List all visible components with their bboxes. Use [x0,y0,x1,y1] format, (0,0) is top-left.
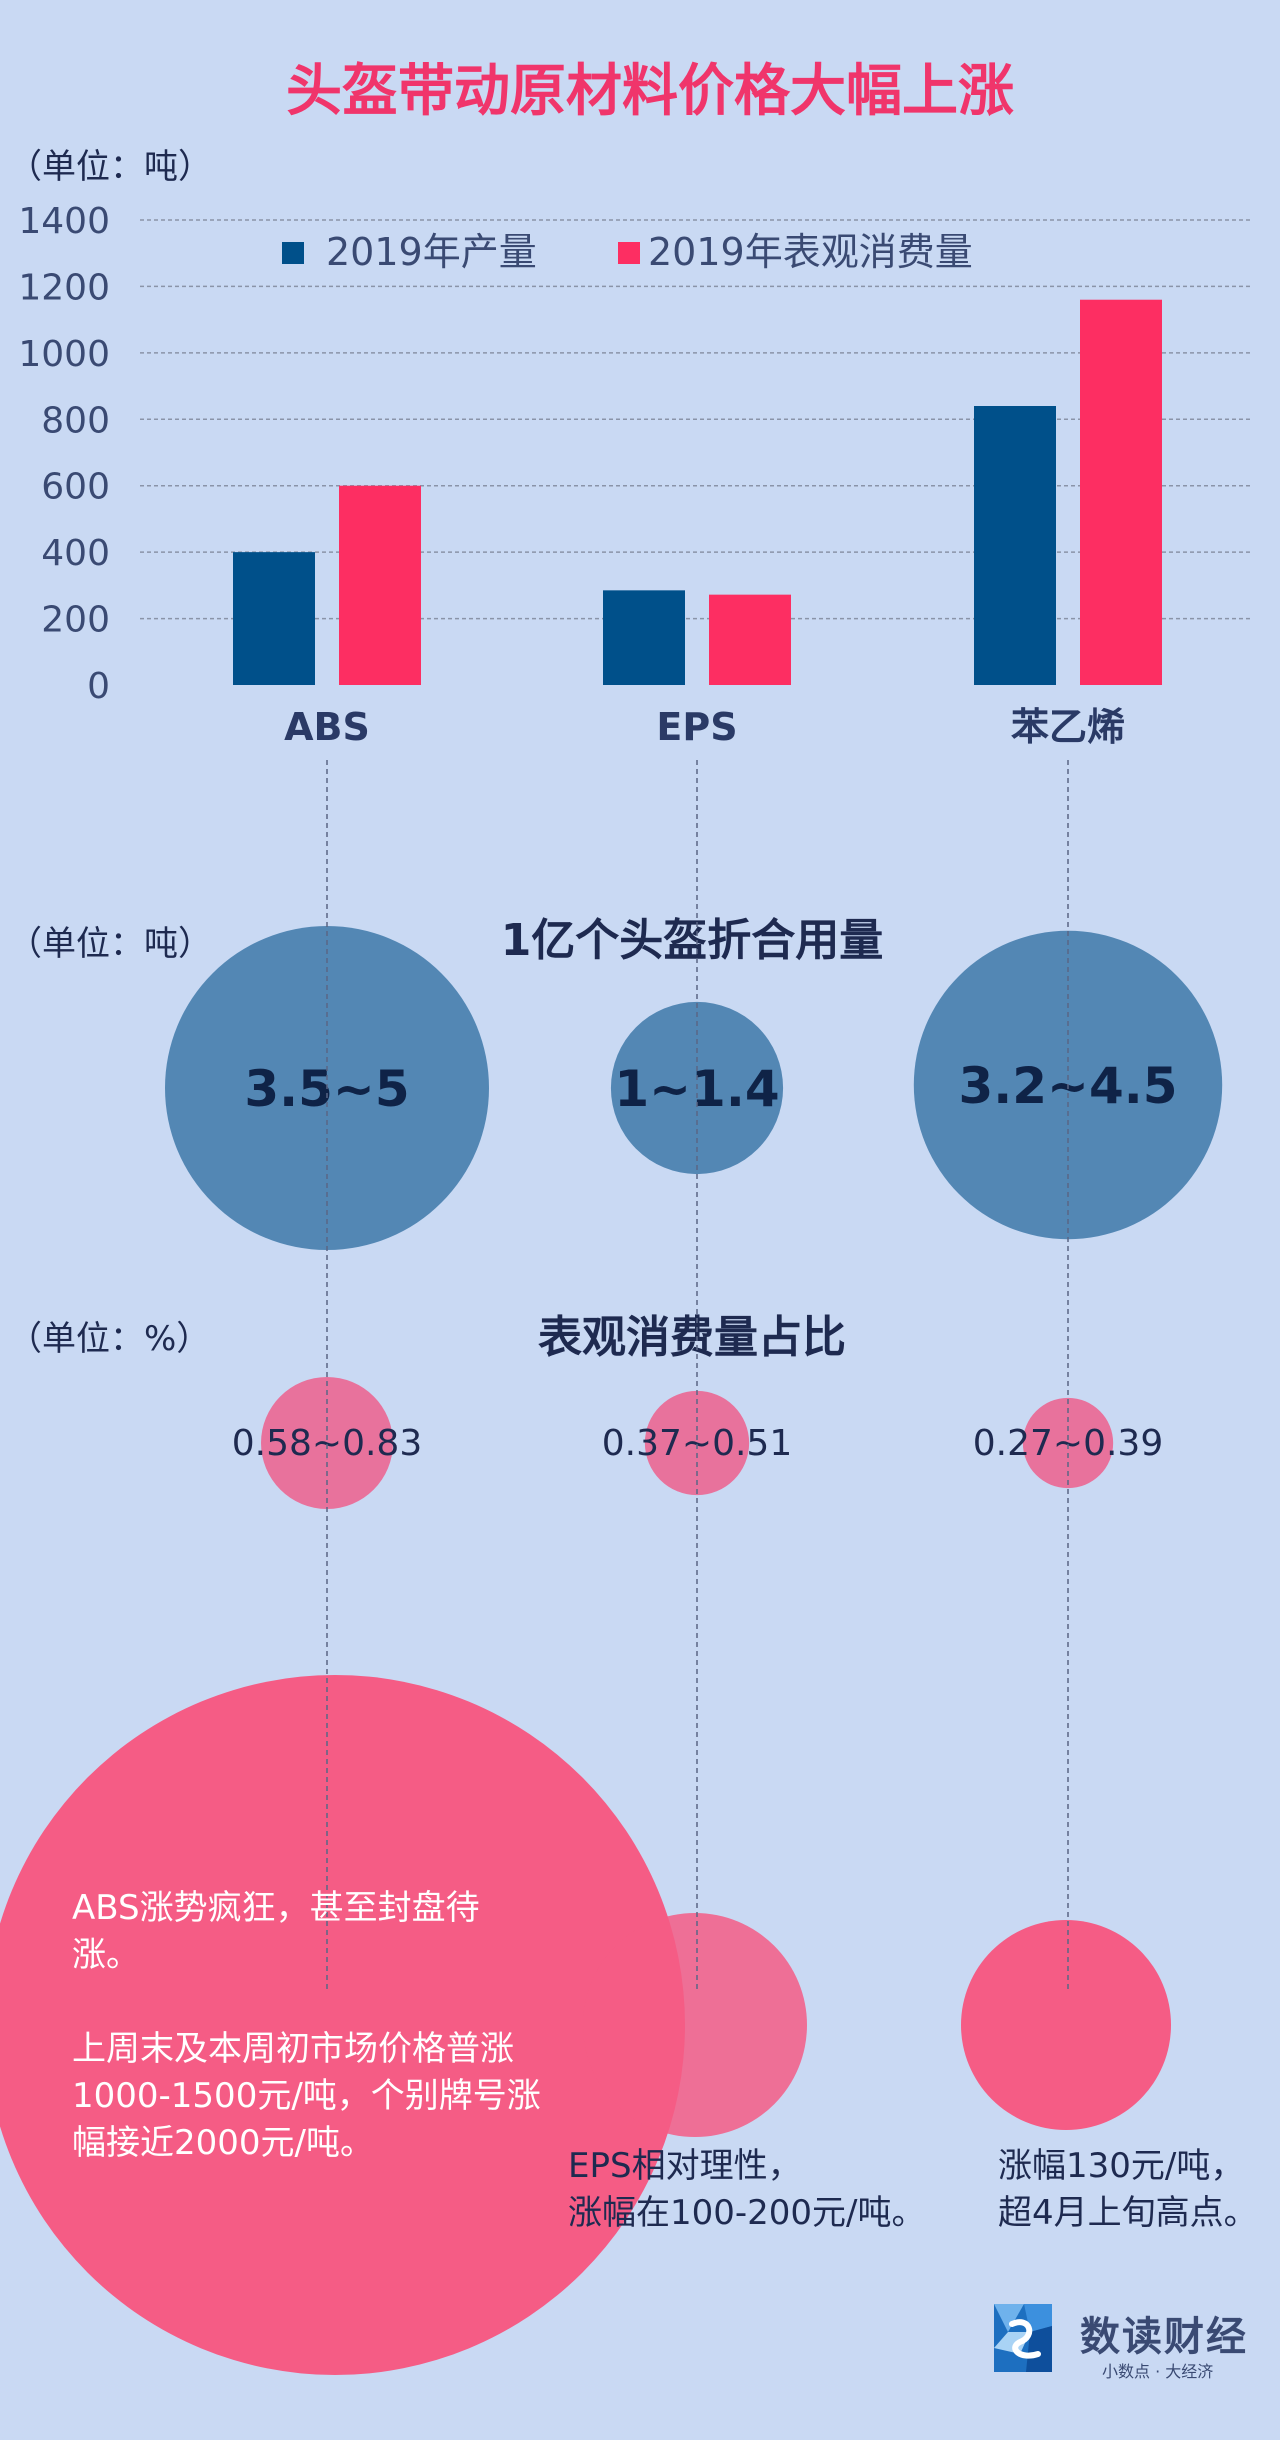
bar-chart: （单位：吨） 0 200 400 600 800 1000 1200 1400 ABS EPS 苯… [8,147,1250,749]
y-tick-label: 600 [41,467,110,508]
bar-consumption [709,594,791,685]
y-tick-label: 1200 [18,267,110,308]
x-category-label: ABS [284,705,370,749]
legend-label-production: 2019年产量 [326,230,537,274]
connector-lines [326,760,1069,1990]
share-bubble [1022,1397,1114,1489]
page-title: 头盔带动原材料价格大幅上涨 [286,59,1014,124]
usage-unit-label: （单位：吨） [8,924,212,964]
brand-slogan: 小数点 · 大经济 [1102,2362,1214,2381]
brand-logo-block: 数读财经 小数点 · 大经济 [990,2300,1260,2381]
eps-note: EPS相对理性， 涨幅在100-200元/吨。 [568,2143,988,2237]
bar-production [603,590,685,685]
bar-production [974,406,1056,685]
y-axis-ticks: 0 200 400 600 800 1000 1200 1400 [18,201,110,707]
y-tick-label: 0 [87,666,110,707]
y-tick-label: 1000 [18,334,110,375]
legend-swatch-consumption [618,242,640,264]
styrene-note-line1: 涨幅130元/吨， [998,2146,1245,2186]
y-tick-label: 1400 [18,201,110,242]
abs-note: ABS涨势疯狂，甚至封盘待涨。 上周末及本周初市场价格普涨1000-1500元/… [72,1885,542,2167]
y-tick-label: 800 [41,400,110,441]
bars [233,299,1162,685]
grid-lines [140,219,1250,620]
eps-note-line1: EPS相对理性， [568,2146,802,2186]
bar-consumption [1080,299,1162,685]
brand-logo-icon [994,2304,1052,2372]
eps-note-line2: 涨幅在100-200元/吨。 [568,2193,926,2233]
share-title: 表观消费量占比 [538,1312,846,1363]
abs-note-circle [0,1675,685,2375]
x-axis-categories: ABS EPS 苯乙烯 [284,705,1125,749]
brand-name: 数读财经 [1080,2314,1248,2360]
y-tick-label: 400 [41,533,110,574]
styrene-note: 涨幅130元/吨， 超4月上旬高点。 [998,2143,1278,2237]
abs-note-line2: 上周末及本周初市场价格普涨1000-1500元/吨，个别牌号涨幅接近2000元/… [72,2029,541,2163]
x-category-label: 苯乙烯 [1011,705,1125,749]
styrene-note-line2: 超4月上旬高点。 [998,2193,1258,2233]
share-bubble [644,1390,750,1496]
share-bubble [261,1377,393,1509]
styrene-note-circle [961,1920,1171,2130]
legend-swatch-production [282,242,304,264]
legend: 2019年产量 2019年表观消费量 [282,230,973,274]
x-category-label: EPS [656,705,737,749]
legend-label-consumption: 2019年表观消费量 [648,230,973,274]
share-unit-label: （单位：%） [8,1319,210,1359]
bar-unit-label: （单位：吨） [8,147,212,187]
usage-title: 1亿个头盔折合用量 [501,915,884,966]
abs-note-line1: ABS涨势疯狂，甚至封盘待涨。 [72,1888,480,1975]
eps-note-circle [583,1913,807,2137]
bar-production [233,552,315,685]
y-tick-label: 200 [41,600,110,641]
bubble-chart-share: （单位：%） 表观消费量占比 0.58~0.83 0.37~0.51 0.27~0.… [8,1312,1163,1509]
bar-consumption [339,485,421,685]
